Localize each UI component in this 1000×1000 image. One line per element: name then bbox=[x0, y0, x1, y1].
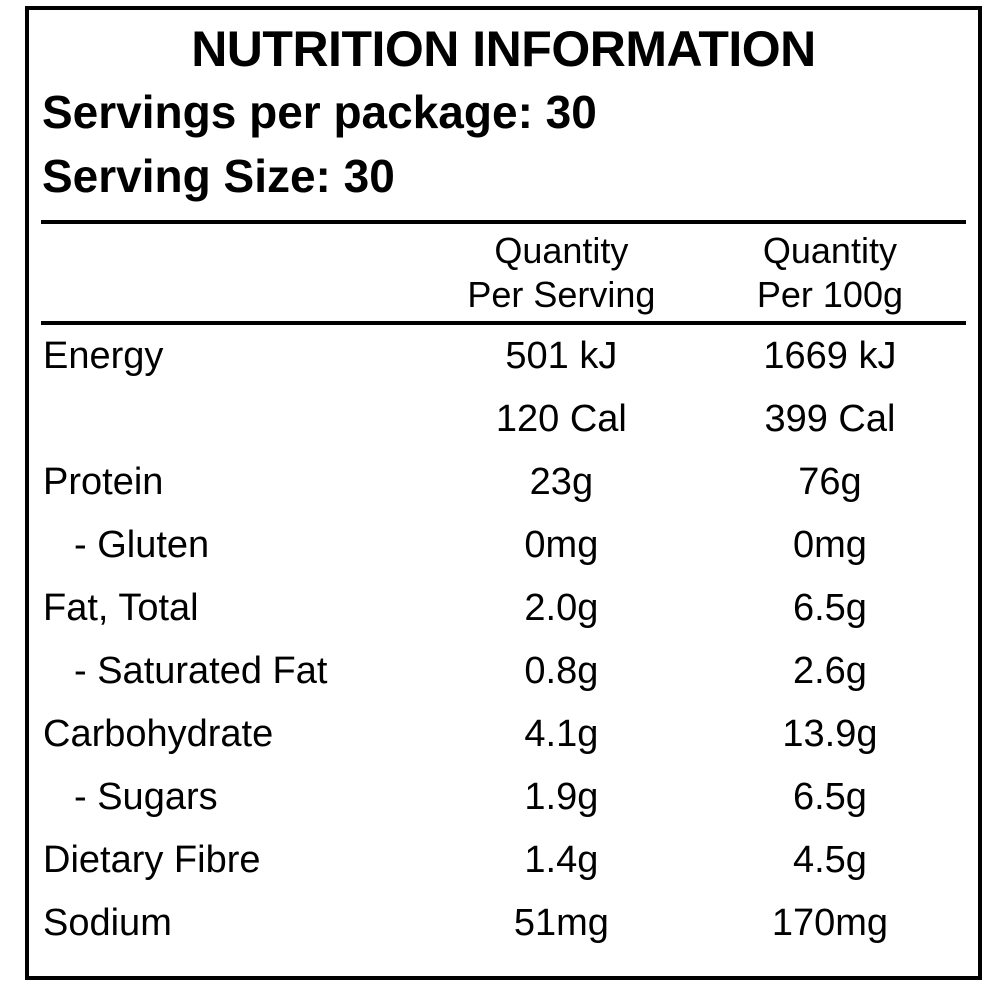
value-per-100g: 6.5g bbox=[792, 587, 867, 629]
value-per-100g: 1669 kJ bbox=[763, 335, 897, 377]
value-per-100g: 76g bbox=[798, 461, 862, 503]
column-header-per-100g-line2: Per 100g bbox=[756, 274, 903, 315]
value-per-serving: 0mg bbox=[524, 524, 599, 566]
row-protein: Protein 23g 76g bbox=[29, 451, 978, 514]
value-per-serving: 1.9g bbox=[524, 776, 599, 818]
nutrient-label: Protein bbox=[43, 461, 164, 503]
value-per-100g: 399 Cal bbox=[764, 398, 896, 440]
row-sodium: Sodium 51mg 170mg bbox=[29, 892, 978, 955]
column-header-per-serving-line1: Quantity bbox=[494, 230, 629, 271]
value-per-100g: 6.5g bbox=[792, 776, 867, 818]
value-per-100g: 0mg bbox=[792, 524, 867, 566]
value-per-serving: 120 Cal bbox=[495, 398, 627, 440]
divider-header bbox=[41, 321, 966, 325]
value-per-100g: 170mg bbox=[771, 902, 889, 944]
value-per-serving: 2.0g bbox=[524, 587, 599, 629]
column-header-per-serving: Quantity Per Serving bbox=[441, 229, 682, 317]
row-saturated-fat: - Saturated Fat 0.8g 2.6g bbox=[29, 640, 978, 703]
value-per-serving: 0.8g bbox=[524, 650, 599, 692]
divider-top bbox=[41, 220, 966, 224]
nutrient-label: Fat, Total bbox=[43, 587, 199, 629]
row-energy: Energy 501 kJ 1669 kJ bbox=[29, 325, 978, 388]
row-dietary-fibre: Dietary Fibre 1.4g 4.5g bbox=[29, 829, 978, 892]
nutrient-label: Carbohydrate bbox=[43, 713, 274, 755]
row-carbohydrate: Carbohydrate 4.1g 13.9g bbox=[29, 703, 978, 766]
column-header-per-100g-line1: Quantity bbox=[762, 230, 897, 271]
value-per-serving: 23g bbox=[529, 461, 594, 503]
value-per-100g: 13.9g bbox=[782, 713, 878, 755]
nutrient-label: - Gluten bbox=[74, 524, 210, 566]
label-title: NUTRITION INFORMATION bbox=[191, 21, 816, 77]
value-per-serving: 4.1g bbox=[524, 713, 599, 755]
nutrition-label: NUTRITION INFORMATION Servings per packa… bbox=[25, 6, 982, 980]
row-fat-total: Fat, Total 2.0g 6.5g bbox=[29, 577, 978, 640]
value-per-100g: 4.5g bbox=[792, 839, 867, 881]
serving-size: Serving Size: 30 bbox=[42, 150, 395, 202]
nutrient-label: - Sugars bbox=[74, 776, 218, 818]
nutrient-label: - Saturated Fat bbox=[74, 650, 328, 692]
row-gluten: - Gluten 0mg 0mg bbox=[29, 514, 978, 577]
value-per-serving: 501 kJ bbox=[505, 335, 618, 377]
row-energy-calories: 120 Cal 399 Cal bbox=[29, 388, 978, 451]
value-per-100g: 2.6g bbox=[792, 650, 867, 692]
column-header-per-100g: Quantity Per 100g bbox=[682, 229, 978, 317]
nutrient-label: Dietary Fibre bbox=[43, 839, 261, 881]
nutrition-table: Energy 501 kJ 1669 kJ 120 Cal 399 Cal Pr… bbox=[29, 325, 978, 955]
value-per-serving: 1.4g bbox=[524, 839, 599, 881]
nutrient-label: Sodium bbox=[43, 902, 172, 944]
value-per-serving: 51mg bbox=[513, 902, 609, 944]
column-header-per-serving-line2: Per Serving bbox=[467, 274, 656, 315]
nutrient-label: Energy bbox=[43, 335, 164, 377]
servings-per-package: Servings per package: 30 bbox=[42, 86, 597, 138]
row-sugars: - Sugars 1.9g 6.5g bbox=[29, 766, 978, 829]
column-header-row: Quantity Per Serving Quantity Per 100g bbox=[29, 224, 978, 321]
